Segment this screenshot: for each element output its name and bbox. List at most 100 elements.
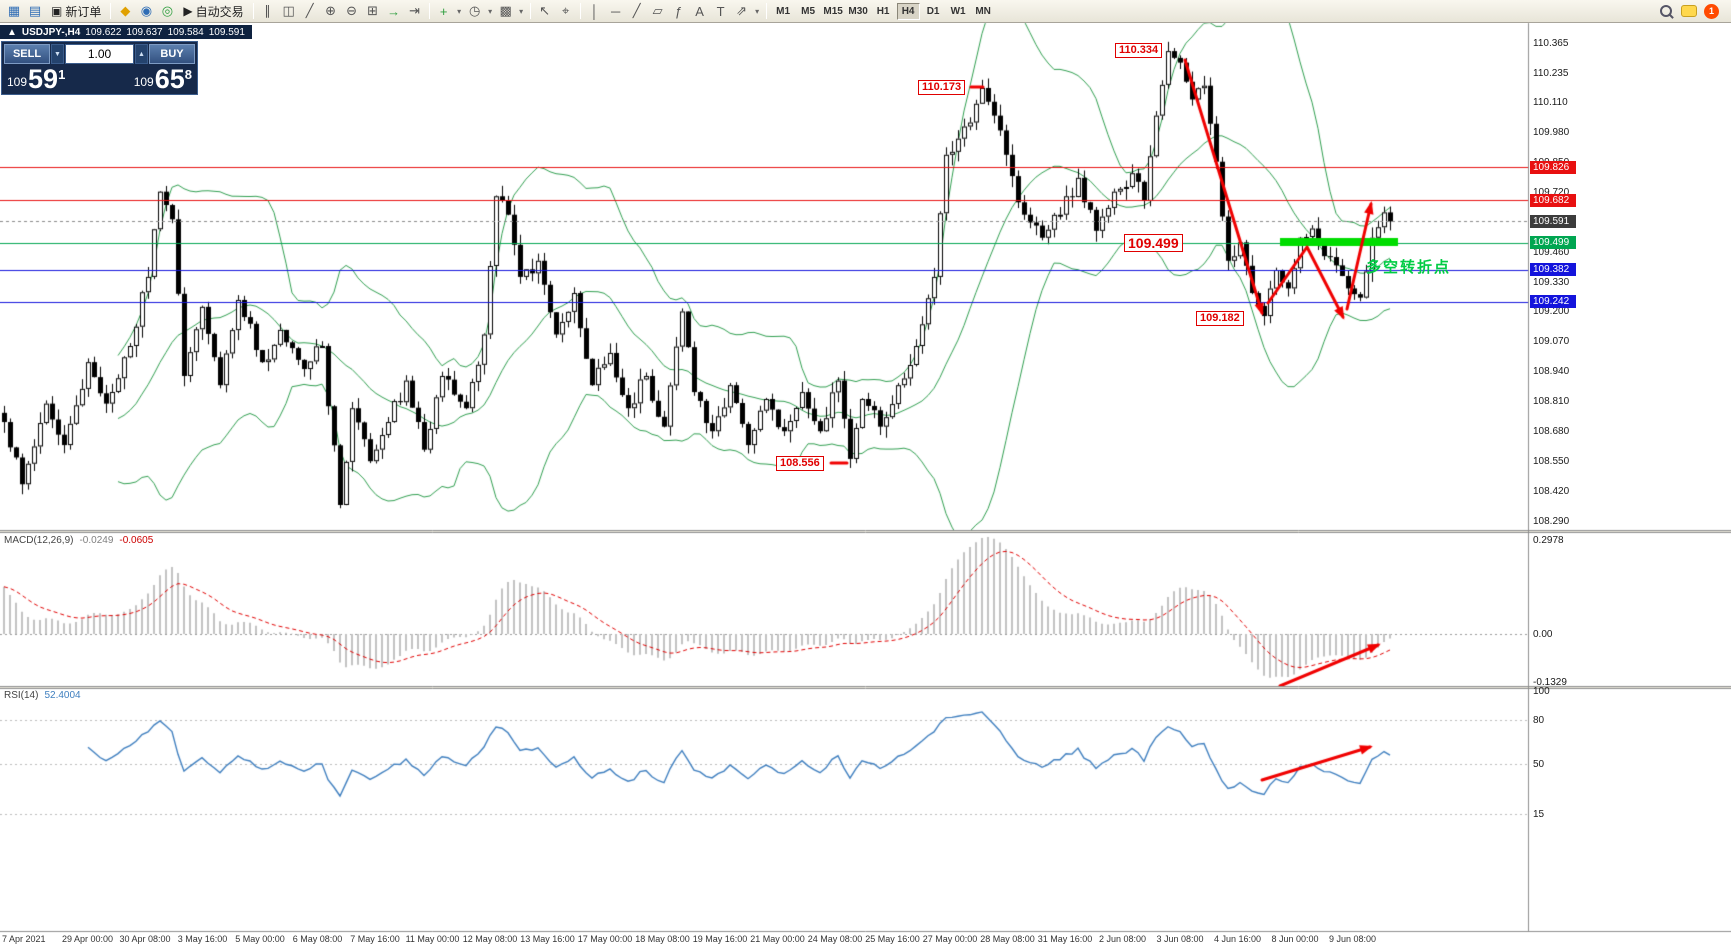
timeframe-mn[interactable]: MN bbox=[975, 5, 991, 17]
toolbar-separator bbox=[765, 3, 767, 19]
arrows-dropdown-icon[interactable]: ▾ bbox=[755, 6, 760, 16]
price-annotation[interactable]: 109.499 bbox=[1124, 234, 1183, 252]
ohlc-close: 109.591 bbox=[208, 26, 245, 38]
collapse-icon: ▲ bbox=[7, 26, 17, 38]
time-axis-label: 9 Jun 08:00 bbox=[1328, 934, 1377, 944]
price-annotation[interactable]: 110.173 bbox=[918, 80, 966, 95]
sell-price-point: 1 bbox=[58, 67, 66, 82]
periods-button[interactable]: ◷ bbox=[468, 3, 481, 18]
time-axis-label: 12 May 08:00 bbox=[462, 934, 518, 944]
buy-price-point: 8 bbox=[184, 67, 192, 82]
timeframe-m1[interactable]: M1 bbox=[776, 5, 791, 17]
price-axis-tick: 110.365 bbox=[1533, 38, 1569, 50]
symbol-timeframe: USDJPY-,H4 bbox=[21, 26, 81, 38]
turning-point-label[interactable]: 多空转折点 bbox=[1366, 259, 1452, 276]
toolbar-separator bbox=[110, 3, 112, 19]
crosshair-tool-button[interactable]: ⌖ bbox=[561, 3, 570, 18]
timeframe-h4[interactable]: H4 bbox=[896, 2, 920, 20]
rsi-name: RSI(14) bbox=[4, 690, 39, 701]
toolbar-separator bbox=[579, 3, 581, 19]
indicators-dropdown-icon[interactable]: ▾ bbox=[457, 6, 462, 16]
profiles-button[interactable]: ▤ bbox=[28, 3, 42, 18]
horizontal-line-tool[interactable]: ─ bbox=[611, 3, 621, 19]
time-axis-label: 31 May 16:00 bbox=[1037, 934, 1093, 944]
price-annotation[interactable]: 108.556 bbox=[776, 456, 824, 471]
chart-shift-button[interactable]: ⇥ bbox=[409, 3, 421, 18]
price-axis-tick: 108.940 bbox=[1533, 366, 1570, 378]
time-axis-label: 7 May 16:00 bbox=[350, 934, 400, 944]
tile-windows-button[interactable]: ⊞ bbox=[367, 3, 379, 18]
templates-dropdown-icon[interactable]: ▾ bbox=[519, 6, 524, 16]
arrows-tool[interactable]: ⇗ bbox=[736, 3, 748, 18]
volume-up-button[interactable]: ▲ bbox=[135, 44, 148, 64]
new-chart-button[interactable]: ▦ bbox=[7, 3, 21, 18]
rsi-indicator-label: RSI(14) 52.4004 bbox=[4, 690, 81, 701]
price-axis-tick: 110.110 bbox=[1533, 96, 1568, 108]
price-axis-tick: 110.235 bbox=[1533, 67, 1569, 79]
volume-down-button[interactable]: ▼ bbox=[51, 44, 64, 64]
volume-input[interactable] bbox=[65, 44, 134, 64]
market-watch-button[interactable]: ◉ bbox=[140, 3, 153, 18]
price-annotation[interactable]: 109.182 bbox=[1196, 311, 1244, 326]
toolbar-separator bbox=[428, 3, 430, 19]
one-click-trading-panel: SELL ▼ ▲ BUY 109 59 1 109 65 8 bbox=[1, 41, 198, 95]
periods-dropdown-icon[interactable]: ▾ bbox=[488, 6, 493, 16]
vertical-line-tool[interactable]: │ bbox=[590, 3, 599, 19]
expert-advisors-button[interactable]: ◆ bbox=[120, 3, 131, 18]
price-annotation[interactable]: 110.334 bbox=[1115, 43, 1163, 58]
search-icon[interactable] bbox=[1659, 4, 1674, 19]
new-order-icon: ▣ bbox=[51, 4, 63, 18]
channel-tool[interactable]: ▱ bbox=[652, 3, 663, 18]
chart-window-title[interactable]: ▲ USDJPY-,H4 109.622 109.637 109.584 109… bbox=[0, 25, 252, 39]
time-axis-label: 17 May 00:00 bbox=[577, 934, 633, 944]
new-order-button[interactable]: ▣ 新订单 bbox=[46, 2, 106, 21]
zoom-in-button[interactable]: ⊕ bbox=[325, 3, 337, 18]
current-price-label: 109.591 bbox=[1530, 214, 1576, 228]
buy-price[interactable]: 109 65 8 bbox=[134, 64, 192, 94]
time-axis-label: 28 May 08:00 bbox=[980, 934, 1035, 944]
auto-scroll-button[interactable]: → bbox=[387, 3, 401, 19]
rsi-scale-label: 50 bbox=[1533, 758, 1545, 770]
fibonacci-tool[interactable]: ƒ bbox=[674, 3, 683, 19]
macd-scale-max: 0.2978 bbox=[1533, 535, 1564, 546]
notification-badge[interactable]: 1 bbox=[1704, 3, 1719, 19]
timeframe-h1[interactable]: H1 bbox=[876, 5, 890, 17]
time-axis-label: 7 Apr 2021 bbox=[2, 934, 46, 944]
buy-button[interactable]: BUY bbox=[149, 44, 195, 64]
zoom-out-button[interactable]: ⊖ bbox=[346, 3, 358, 18]
timeframe-m30[interactable]: M30 bbox=[848, 5, 868, 17]
sell-price[interactable]: 109 59 1 bbox=[7, 66, 66, 93]
trendline-tool[interactable]: ╱ bbox=[632, 3, 641, 18]
time-axis-label: 5 May 00:00 bbox=[235, 934, 285, 944]
sell-price-big-figure: 109 bbox=[7, 75, 28, 89]
ohlc-open: 109.622 bbox=[85, 26, 122, 38]
macd-scale-zero: 0.00 bbox=[1533, 629, 1553, 640]
timeframe-d1[interactable]: D1 bbox=[926, 5, 940, 17]
text-tool[interactable]: A bbox=[695, 3, 704, 19]
time-axis-label: 2 Jun 08:00 bbox=[1098, 934, 1147, 944]
timeframe-m15[interactable]: M15 bbox=[823, 5, 843, 17]
autotrading-button[interactable]: ▶ 自动交易 bbox=[178, 2, 248, 21]
autotrading-play-icon: ▶ bbox=[183, 4, 193, 18]
ohlc-high: 109.637 bbox=[126, 26, 163, 38]
ohlc-low: 109.584 bbox=[167, 26, 204, 38]
bar-chart-button[interactable]: ∥ bbox=[264, 3, 271, 18]
price-axis-tick: 109.460 bbox=[1533, 246, 1570, 258]
new-order-label: 新订单 bbox=[65, 4, 102, 19]
timeframe-group: M1 M5 M15 M30 H1 H4 D1 W1 MN bbox=[771, 2, 996, 20]
indicators-button[interactable]: + bbox=[439, 3, 448, 19]
templates-button[interactable]: ▩ bbox=[499, 3, 512, 18]
timeframe-w1[interactable]: W1 bbox=[950, 5, 966, 17]
cursor-tool-button[interactable]: ↖ bbox=[539, 3, 551, 18]
buy-price-pips: 65 bbox=[154, 64, 185, 94]
time-axis-label: 18 May 08:00 bbox=[635, 934, 690, 944]
text-label-tool[interactable]: T bbox=[716, 3, 725, 19]
timeframe-m5[interactable]: M5 bbox=[801, 5, 816, 17]
chat-icon[interactable] bbox=[1681, 5, 1697, 17]
strategy-tester-button[interactable]: ◎ bbox=[161, 3, 174, 18]
line-chart-button[interactable]: ╱ bbox=[305, 3, 314, 18]
candlestick-chart-button[interactable]: ◫ bbox=[282, 3, 295, 18]
rsi-value: 52.4004 bbox=[44, 690, 81, 701]
sell-button[interactable]: SELL bbox=[4, 44, 50, 64]
